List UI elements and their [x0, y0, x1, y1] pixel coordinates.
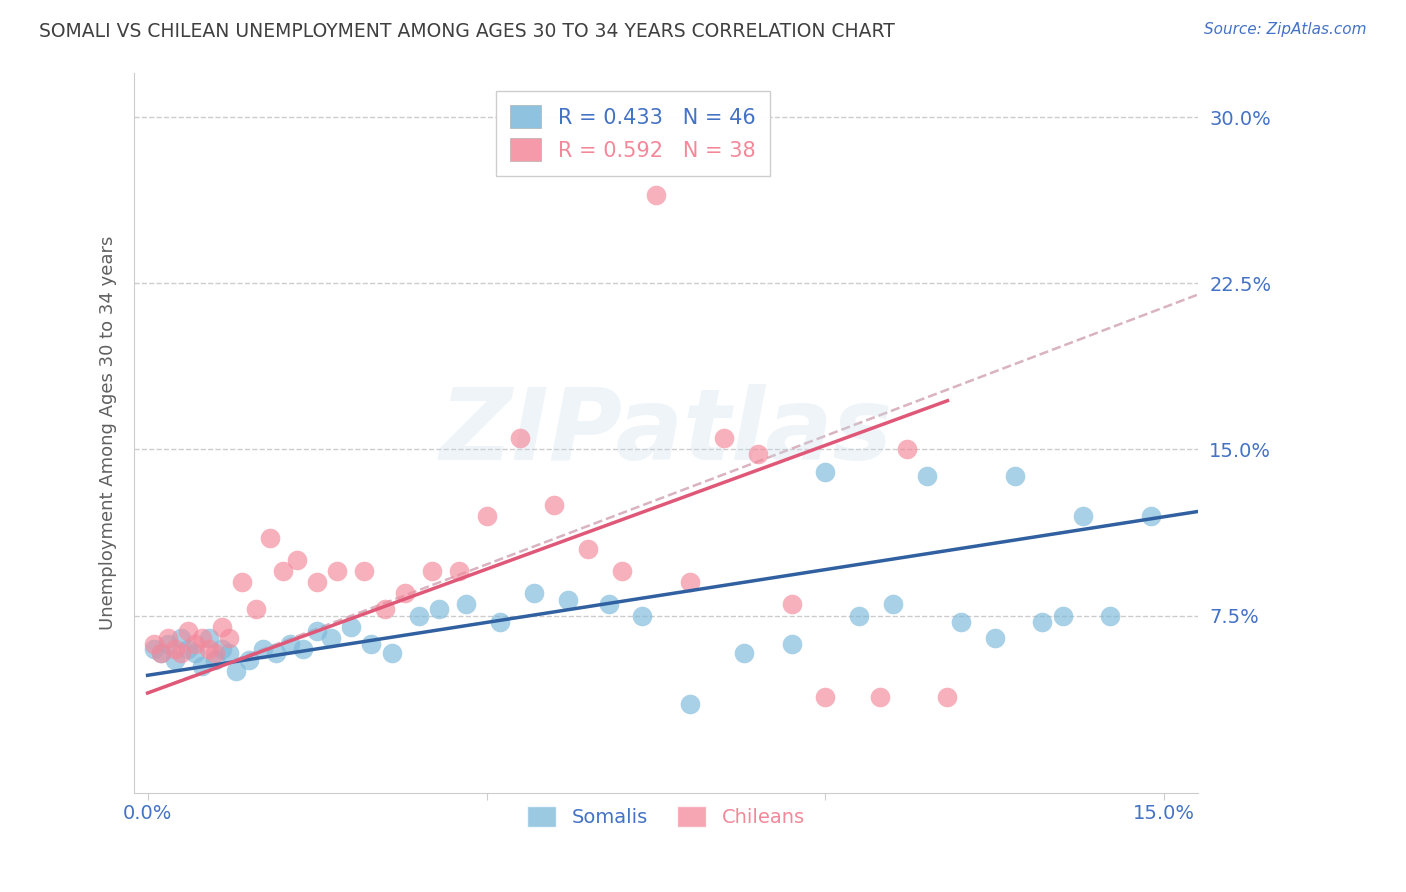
- Point: [360, 637, 382, 651]
- Point: [170, 631, 193, 645]
- Point: [1099, 608, 1122, 623]
- Point: [143, 641, 166, 656]
- Point: [292, 641, 315, 656]
- Point: [271, 564, 294, 578]
- Point: [197, 631, 219, 645]
- Point: [259, 531, 281, 545]
- Point: [543, 498, 565, 512]
- Point: [218, 646, 240, 660]
- Point: [1031, 615, 1053, 629]
- Point: [340, 619, 363, 633]
- Point: [150, 646, 173, 660]
- Point: [170, 646, 193, 660]
- Point: [285, 553, 308, 567]
- Point: [936, 690, 959, 705]
- Point: [184, 637, 207, 651]
- Point: [814, 465, 837, 479]
- Point: [204, 653, 226, 667]
- Point: [1004, 469, 1026, 483]
- Point: [848, 608, 870, 623]
- Text: SOMALI VS CHILEAN UNEMPLOYMENT AMONG AGES 30 TO 34 YEARS CORRELATION CHART: SOMALI VS CHILEAN UNEMPLOYMENT AMONG AGE…: [39, 22, 896, 41]
- Point: [197, 641, 219, 656]
- Point: [252, 641, 274, 656]
- Point: [231, 575, 253, 590]
- Text: ZIPatlas: ZIPatlas: [440, 384, 893, 482]
- Point: [143, 637, 166, 651]
- Point: [238, 653, 260, 667]
- Point: [326, 564, 349, 578]
- Point: [747, 447, 769, 461]
- Point: [489, 615, 512, 629]
- Point: [631, 608, 654, 623]
- Point: [420, 564, 443, 578]
- Point: [191, 631, 214, 645]
- Point: [427, 602, 450, 616]
- Point: [156, 637, 179, 651]
- Point: [374, 602, 396, 616]
- Point: [278, 637, 301, 651]
- Point: [456, 598, 478, 612]
- Point: [381, 646, 404, 660]
- Point: [266, 646, 288, 660]
- Point: [1139, 508, 1161, 523]
- Point: [408, 608, 430, 623]
- Point: [319, 631, 342, 645]
- Point: [163, 641, 186, 656]
- Point: [780, 598, 803, 612]
- Point: [163, 653, 186, 667]
- Point: [882, 598, 904, 612]
- Point: [869, 690, 891, 705]
- Y-axis label: Unemployment Among Ages 30 to 34 years: Unemployment Among Ages 30 to 34 years: [100, 235, 117, 630]
- Point: [353, 564, 375, 578]
- Point: [394, 586, 416, 600]
- Point: [645, 187, 668, 202]
- Point: [177, 641, 200, 656]
- Point: [305, 575, 328, 590]
- Point: [475, 508, 498, 523]
- Legend: Somalis, Chileans: Somalis, Chileans: [519, 798, 813, 835]
- Point: [950, 615, 973, 629]
- Point: [449, 564, 471, 578]
- Point: [610, 564, 633, 578]
- Point: [218, 631, 240, 645]
- Point: [211, 641, 233, 656]
- Point: [713, 431, 735, 445]
- Point: [211, 619, 233, 633]
- Point: [184, 646, 207, 660]
- Point: [150, 646, 173, 660]
- Point: [679, 575, 702, 590]
- Point: [156, 631, 179, 645]
- Point: [984, 631, 1007, 645]
- Point: [915, 469, 938, 483]
- Point: [305, 624, 328, 638]
- Point: [245, 602, 267, 616]
- Point: [1052, 608, 1074, 623]
- Point: [780, 637, 803, 651]
- Point: [896, 442, 918, 457]
- Point: [733, 646, 755, 660]
- Text: Source: ZipAtlas.com: Source: ZipAtlas.com: [1204, 22, 1367, 37]
- Point: [191, 659, 214, 673]
- Point: [679, 697, 702, 711]
- Point: [1071, 508, 1094, 523]
- Point: [177, 624, 200, 638]
- Point: [598, 598, 620, 612]
- Point: [576, 542, 599, 557]
- Point: [814, 690, 837, 705]
- Point: [523, 586, 546, 600]
- Point: [204, 646, 226, 660]
- Point: [557, 593, 579, 607]
- Point: [509, 431, 531, 445]
- Point: [225, 664, 247, 678]
